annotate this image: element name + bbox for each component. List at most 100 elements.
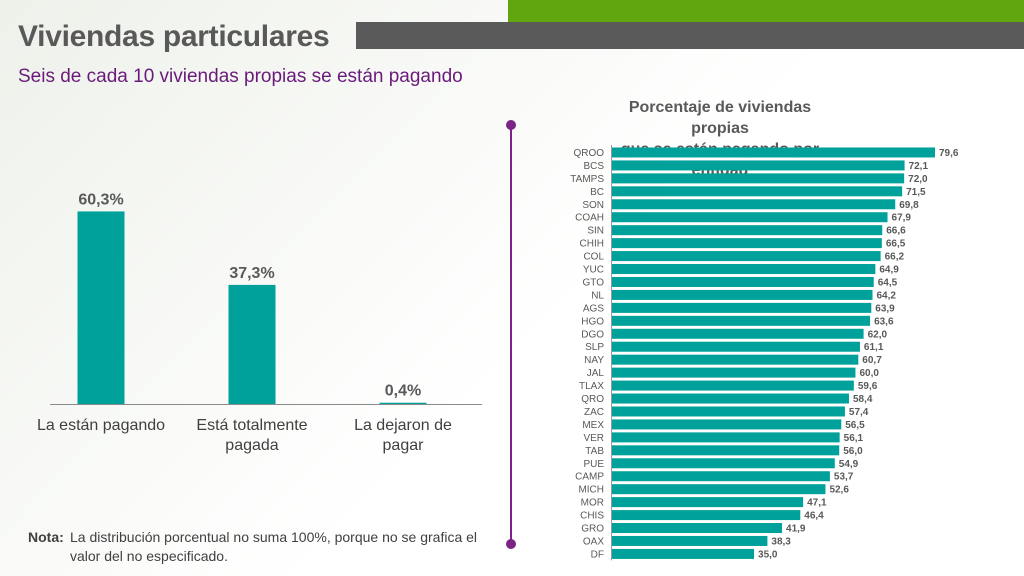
entity-category-label: JAL	[587, 368, 605, 379]
entity-category-label: TLAX	[579, 381, 604, 392]
entity-category-label: OAX	[583, 536, 604, 547]
entity-data-label: 59,6	[858, 381, 878, 392]
summary-category-label: La están pagando	[37, 417, 165, 434]
entity-data-label: 56,0	[843, 446, 863, 457]
entity-data-label: 52,6	[829, 485, 849, 496]
entity-data-label: 56,1	[844, 433, 864, 444]
entity-category-label: QRO	[581, 394, 604, 405]
entity-category-label: BC	[590, 187, 604, 198]
entity-category-label: SIN	[587, 226, 604, 237]
entity-bar	[612, 484, 826, 495]
entity-bar	[612, 225, 883, 236]
summary-bar	[228, 284, 276, 404]
footnote-text: La distribución porcentual no suma 100%,…	[70, 529, 478, 564]
entity-bar	[612, 251, 881, 262]
entity-category-label: QROO	[573, 148, 604, 159]
entity-bar	[612, 199, 896, 210]
entity-bar	[612, 497, 804, 508]
entity-category-label: COL	[583, 252, 604, 263]
entity-bar	[612, 523, 783, 534]
entity-bar	[612, 510, 801, 521]
entity-category-label: DGO	[581, 329, 604, 340]
entity-category-label: GRO	[581, 524, 604, 535]
entity-data-label: 62,0	[868, 329, 888, 340]
section-divider	[510, 124, 512, 544]
entity-data-label: 66,6	[886, 226, 906, 237]
entity-bar	[612, 147, 935, 158]
entity-bar	[612, 341, 860, 352]
entity-bar	[612, 328, 864, 339]
entity-category-label: MOR	[581, 498, 604, 509]
entity-bar	[612, 471, 830, 482]
entity-bar	[612, 264, 876, 275]
entity-bar	[612, 393, 849, 404]
divider-dot-bottom	[506, 539, 516, 549]
entity-category-label: SON	[582, 200, 604, 211]
entity-data-label: 66,2	[885, 252, 905, 263]
entity-bar	[612, 432, 840, 443]
entity-data-label: 71,5	[906, 187, 926, 198]
entity-category-label: AGS	[583, 303, 604, 314]
entity-category-label: PUE	[583, 459, 604, 470]
entity-data-label: 60,7	[862, 355, 882, 366]
summary-bar	[77, 211, 125, 404]
summary-data-label: 0,4%	[385, 383, 421, 400]
entity-bar	[612, 186, 903, 197]
entity-category-label: CAMP	[575, 472, 604, 483]
entity-bar	[612, 289, 873, 300]
entity-data-label: 35,0	[758, 549, 778, 560]
entity-category-label: NL	[591, 290, 604, 301]
summary-data-label: 37,3%	[229, 265, 274, 282]
entity-data-label: 63,9	[875, 303, 895, 314]
entity-bar	[612, 160, 905, 171]
entity-bar	[612, 406, 845, 417]
entity-data-label: 57,4	[849, 407, 869, 418]
entity-category-label: SLP	[585, 342, 604, 353]
entity-bar	[612, 380, 854, 391]
entity-data-label: 79,6	[939, 148, 959, 159]
entity-bar	[612, 302, 872, 313]
entity-bar	[612, 276, 874, 287]
entity-category-label: VER	[583, 433, 604, 444]
entity-chart-title-line-1: Porcentaje de viviendas propias	[628, 99, 812, 137]
header-gray-band	[356, 22, 1024, 49]
divider-dot-top	[506, 120, 516, 130]
entity-data-label: 41,9	[786, 524, 806, 535]
entity-category-label: MEX	[582, 420, 604, 431]
summary-data-label: 60,3%	[78, 191, 123, 208]
summary-category-label: Está totalmente	[196, 417, 307, 434]
entity-data-label: 72,0	[908, 174, 928, 185]
summary-category-label: La dejaron de	[354, 417, 452, 434]
entity-bar	[612, 445, 840, 456]
entity-data-label: 64,9	[879, 265, 899, 276]
entity-data-label: 38,3	[771, 536, 791, 547]
entity-category-label: NAY	[584, 355, 604, 366]
header-green-band	[508, 0, 1024, 22]
entity-data-label: 47,1	[807, 498, 827, 509]
entity-data-label: 56,5	[845, 420, 865, 431]
entity-bar	[612, 173, 905, 184]
entity-data-label: 54,9	[839, 459, 859, 470]
entity-category-label: ZAC	[584, 407, 604, 418]
entity-category-label: YUC	[583, 265, 604, 276]
entity-data-label: 72,1	[909, 161, 929, 172]
entity-data-label: 64,5	[878, 277, 898, 288]
entity-data-label: 69,8	[899, 200, 919, 211]
entity-data-label: 67,9	[892, 213, 912, 224]
summary-category-label: pagada	[225, 437, 278, 454]
summary-bar	[379, 402, 427, 404]
entity-data-label: 64,2	[877, 290, 897, 301]
entity-bar	[612, 535, 768, 546]
page-subtitle: Seis de cada 10 viviendas propias se est…	[18, 66, 463, 87]
entity-data-label: 46,4	[804, 511, 824, 522]
entity-data-label: 58,4	[853, 394, 873, 405]
entity-bar	[612, 419, 842, 430]
entity-category-label: GTO	[583, 277, 605, 288]
entity-data-label: 53,7	[834, 472, 854, 483]
footnote-label: Nota:	[28, 529, 64, 545]
entity-category-label: CHIS	[580, 511, 604, 522]
entity-bar	[612, 315, 871, 326]
entity-category-label: TAB	[585, 446, 604, 457]
entity-data-label: 60,0	[859, 368, 879, 379]
